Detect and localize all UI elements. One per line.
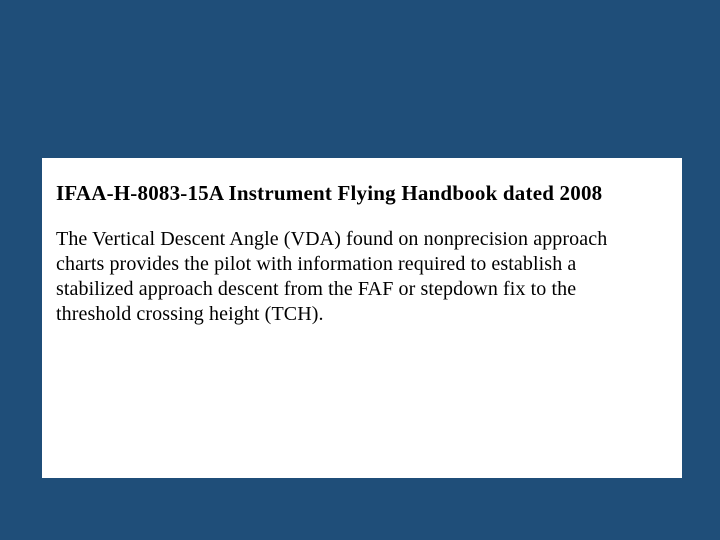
content-box: IFAA-H-8083-15A Instrument Flying Handbo…	[42, 158, 682, 478]
slide-heading: IFAA-H-8083-15A Instrument Flying Handbo…	[56, 180, 654, 207]
slide-body-text: The Vertical Descent Angle (VDA) found o…	[56, 227, 654, 327]
